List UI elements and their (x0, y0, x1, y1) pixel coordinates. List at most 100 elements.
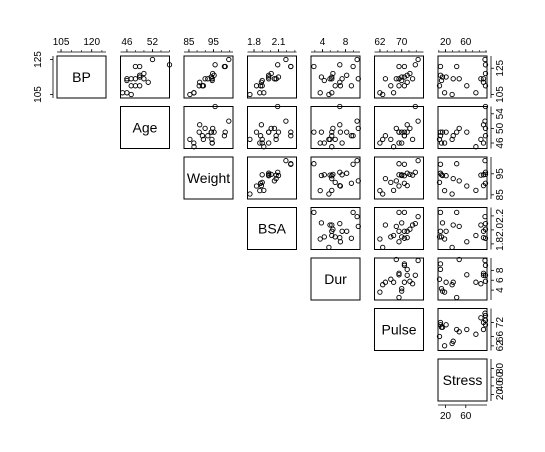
point-pulse-vs-stress (456, 329, 462, 335)
point-age-vs-stress (454, 129, 460, 135)
point-pulse-vs-stress (443, 322, 449, 328)
point-bp-vs-dur (332, 83, 338, 89)
point-age-vs-dur (332, 136, 338, 143)
point-bp-vs-pulse (396, 63, 402, 70)
top-tick-label-age: 46 (121, 37, 133, 48)
point-weight-vs-stress (436, 179, 443, 186)
point-bsa-vs-pulse (407, 226, 413, 232)
point-bp-vs-age (128, 83, 134, 89)
point-weight-vs-bsa (257, 187, 263, 194)
point-weight-vs-pulse (401, 161, 408, 167)
point-bp-vs-pulse (401, 83, 408, 89)
point-age-vs-pulse (396, 140, 402, 146)
point-bsa-vs-pulse (409, 222, 416, 228)
point-age-vs-pulse (401, 129, 408, 135)
point-age-vs-stress (456, 125, 462, 132)
point-weight-vs-dur (355, 178, 361, 184)
top-tick-label-bp: 105 (53, 37, 70, 48)
point-weight-vs-bsa (258, 182, 265, 189)
point-bp-vs-dur (318, 74, 325, 80)
point-weight-vs-stress (464, 183, 470, 189)
point-bp-vs-age (137, 72, 143, 78)
point-bp-vs-weight (191, 90, 197, 96)
top-tick-label-bp: 120 (83, 37, 100, 48)
point-age-vs-stress (450, 133, 456, 139)
point-bp-vs-stress (482, 56, 488, 63)
point-weight-vs-bsa (266, 172, 272, 178)
point-age-vs-dur (354, 118, 360, 124)
point-age-vs-pulse (396, 129, 402, 135)
point-bp-vs-age (137, 63, 143, 70)
point-bp-vs-pulse (399, 77, 405, 84)
right-tick-label-dur: 4 (495, 287, 506, 293)
left-tick-label-bp: 125 (33, 51, 44, 68)
right-tick-label-dur: 8 (495, 267, 506, 273)
point-age-vs-weight (209, 140, 215, 146)
right-tick-label-weight: 95 (495, 168, 506, 180)
right-tick-label-pulse: 62 (495, 340, 506, 352)
right-tick-label-bp: 125 (495, 59, 506, 76)
top-tick-label-age: 52 (147, 37, 159, 48)
right-tick-label-age: 54 (495, 108, 506, 120)
point-weight-vs-pulse (404, 170, 410, 176)
point-bp-vs-dur (329, 74, 335, 80)
point-weight-vs-dur (332, 179, 338, 186)
panel-frame-weight-dur (310, 156, 361, 200)
panel-frame-bsa-dur (310, 207, 361, 250)
point-pulse-vs-stress (473, 331, 479, 337)
point-bsa-vs-stress (449, 244, 455, 251)
point-dur-vs-pulse (393, 256, 399, 263)
point-pulse-vs-stress (450, 338, 456, 344)
point-weight-vs-stress (482, 169, 489, 175)
point-bsa-vs-stress (456, 223, 462, 230)
point-dur-vs-pulse (409, 281, 416, 287)
point-weight-vs-pulse (390, 187, 397, 194)
point-bsa-vs-dur (326, 244, 332, 251)
top-tick-label-weight: 85 (183, 37, 195, 48)
point-age-vs-bsa (257, 133, 264, 139)
point-age-vs-weight (200, 136, 207, 143)
point-age-vs-dur (321, 140, 327, 146)
point-bp-vs-age (145, 79, 151, 85)
point-bsa-vs-stress (480, 228, 487, 234)
point-dur-vs-stress (450, 279, 456, 285)
point-bp-vs-pulse (382, 76, 389, 82)
point-bp-vs-bsa (247, 91, 253, 98)
point-bp-vs-stress (464, 83, 470, 89)
point-age-vs-bsa (259, 140, 265, 146)
point-dur-vs-pulse (390, 279, 397, 285)
point-bp-vs-pulse (393, 76, 399, 82)
point-dur-vs-stress (436, 276, 443, 282)
diagonal-label-pulse: Pulse (381, 322, 416, 338)
point-bsa-vs-pulse (399, 234, 405, 240)
panel-frame-pulse-stress (437, 308, 488, 351)
right-tick-label-pulse: 66 (495, 331, 506, 343)
point-weight-vs-pulse (407, 171, 413, 178)
point-age-vs-weight (196, 129, 202, 135)
point-weight-vs-bsa (288, 161, 294, 167)
point-age-vs-weight (202, 125, 208, 132)
point-pulse-vs-stress (482, 312, 489, 319)
point-age-vs-stress (441, 140, 448, 146)
point-pulse-vs-stress (482, 322, 489, 328)
point-bsa-vs-pulse (388, 234, 394, 240)
point-weight-vs-pulse (396, 161, 402, 167)
point-bp-vs-age (137, 83, 143, 89)
point-bp-vs-weight (212, 62, 218, 68)
panel-frame-weight-pulse (374, 156, 424, 200)
point-weight-vs-pulse (380, 191, 386, 197)
point-dur-vs-stress (438, 285, 445, 292)
point-dur-vs-pulse (412, 272, 418, 278)
point-weight-vs-pulse (396, 172, 402, 178)
point-weight-vs-dur (329, 173, 335, 179)
point-bsa-vs-dur (337, 234, 343, 241)
point-bp-vs-age (132, 76, 139, 82)
point-dur-vs-pulse (396, 270, 402, 276)
point-bp-vs-bsa (275, 62, 281, 68)
top-tick-label-weight: 95 (208, 37, 220, 48)
point-bp-vs-pulse (401, 74, 408, 80)
right-tick-label-age: 50 (495, 122, 506, 134)
point-weight-vs-pulse (393, 178, 399, 184)
point-bsa-vs-stress (439, 220, 446, 226)
